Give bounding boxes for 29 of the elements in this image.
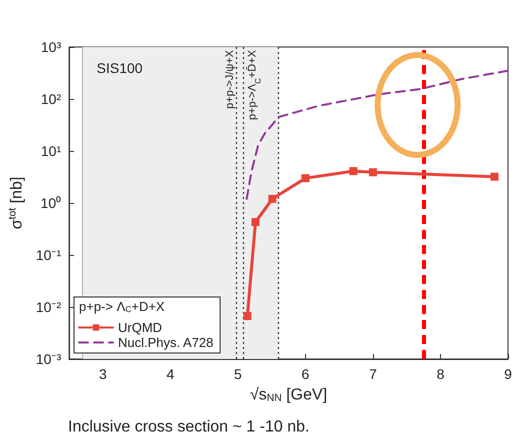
x-tick-label: 9 — [504, 366, 512, 382]
y-tick-label: 10⁻³ — [36, 351, 62, 367]
x-tick-label: 4 — [166, 366, 175, 382]
point — [251, 218, 260, 226]
x-axis-title: √sNN [GeV] — [250, 386, 328, 404]
legend-label: Nucl.Phys. A728 — [118, 335, 214, 350]
point — [268, 194, 276, 203]
y-tick-label: 10⁻² — [36, 299, 62, 315]
x-tick-label: 8 — [436, 366, 445, 382]
legend-title: p+p-> ΛC+D+X — [79, 298, 165, 314]
point — [490, 172, 498, 181]
x-tick-label: 7 — [369, 366, 378, 382]
text: Inclusive cross section ~ 1 -10 nb. — [68, 418, 310, 436]
y-tick-label: 10² — [40, 91, 62, 107]
x-tick-label: 6 — [302, 366, 310, 382]
point — [368, 168, 377, 176]
point — [301, 174, 310, 182]
y-tick-label: 10¹ — [40, 143, 62, 159]
y-tick-label: 10⁰ — [40, 195, 62, 211]
point — [349, 167, 358, 176]
x-tick-label: 3 — [98, 366, 107, 382]
ref-line-label: p+p->J/ψ+X — [224, 49, 236, 109]
legend-label: UrQMD — [118, 320, 162, 335]
point — [243, 312, 252, 320]
x-tick-label: 5 — [234, 366, 242, 382]
y-tick-label: 10³ — [40, 39, 62, 55]
y-axis-title: σtot [nb] — [8, 176, 26, 230]
y-tick-label: 10⁻¹ — [36, 247, 62, 263]
band-label: SIS100 — [96, 60, 143, 76]
